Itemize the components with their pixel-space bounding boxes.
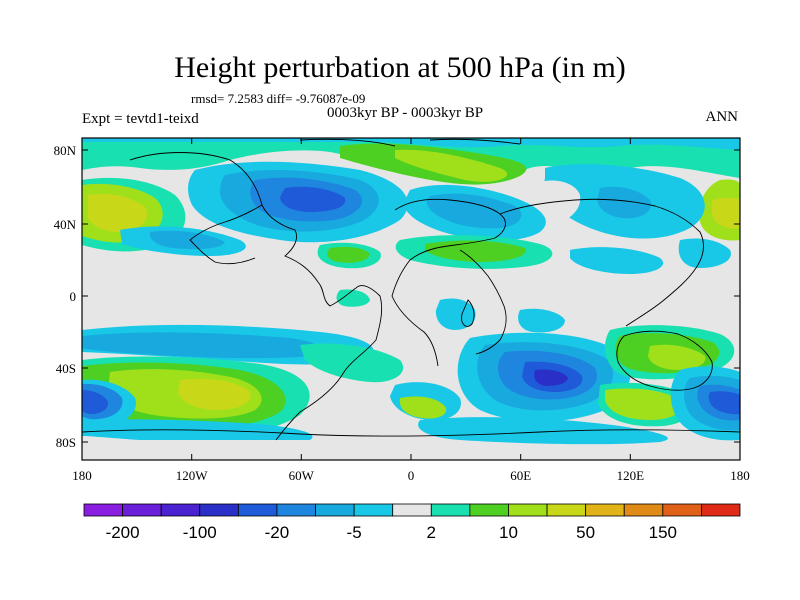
lon-tick-label: 0	[408, 468, 415, 483]
colorbar-label: -5	[347, 523, 362, 542]
colorbar-swatch	[430, 503, 471, 517]
colorbar-label: 10	[499, 523, 518, 542]
colorbar-label: -200	[106, 523, 140, 542]
colorbar-swatch	[662, 503, 702, 517]
period-line: 0003kyr BP - 0003kyr BP	[326, 105, 484, 121]
colorbar-swatch	[315, 503, 355, 517]
colorbar-swatch	[122, 503, 162, 517]
colorbar-swatch	[276, 503, 316, 517]
lat-tick-label: 0	[70, 289, 77, 304]
colorbar: -200 -100 -20 -5 2 10 50 150	[83, 503, 741, 542]
colorbar-swatch	[623, 503, 664, 517]
lon-tick-label: 120E	[617, 468, 645, 483]
lon-tick-label: 180	[72, 468, 92, 483]
colorbar-swatch	[508, 503, 548, 517]
colorbar-swatch	[701, 503, 741, 517]
lat-tick-label: 80S	[56, 435, 76, 450]
coastlines	[82, 138, 740, 441]
latitude-axis: 80N 40N 0 40S 80S	[54, 143, 740, 450]
colorbar-swatch	[546, 503, 587, 517]
colorbar-label: 150	[649, 523, 677, 542]
colorbar-swatch	[237, 503, 278, 517]
longitude-axis: 180 120W 60W 0 60E 120E 180	[72, 138, 750, 483]
lon-tick-label: 60W	[289, 468, 315, 483]
colorbar-label: -100	[183, 523, 217, 542]
colorbar-swatch	[160, 503, 201, 517]
stats-line: rmsd= 7.2583 diff= -9.76087e-09	[191, 91, 366, 106]
colorbar-swatch	[585, 503, 625, 517]
lat-tick-label: 40N	[54, 217, 77, 232]
lat-tick-label: 40S	[56, 361, 76, 376]
colorbar-label: -20	[265, 523, 290, 542]
lon-tick-label: 60E	[510, 468, 531, 483]
colorbar-swatch	[469, 503, 509, 517]
colorbar-swatch	[199, 503, 239, 517]
colorbar-swatch	[353, 503, 394, 517]
colorbar-label: 2	[427, 523, 436, 542]
map-title: Height perturbation at 500 hPa (in m)	[174, 51, 626, 84]
season-label: ANN	[705, 109, 739, 125]
colorbar-swatch	[392, 503, 432, 517]
contour-field	[82, 138, 740, 460]
lon-tick-label: 120W	[176, 468, 209, 483]
lon-tick-label: 180	[730, 468, 750, 483]
colorbar-swatch	[83, 503, 123, 517]
lat-tick-label: 80N	[54, 143, 77, 158]
experiment-label: Expt = tevtd1-teixd	[82, 111, 199, 127]
colorbar-label: 50	[576, 523, 595, 542]
